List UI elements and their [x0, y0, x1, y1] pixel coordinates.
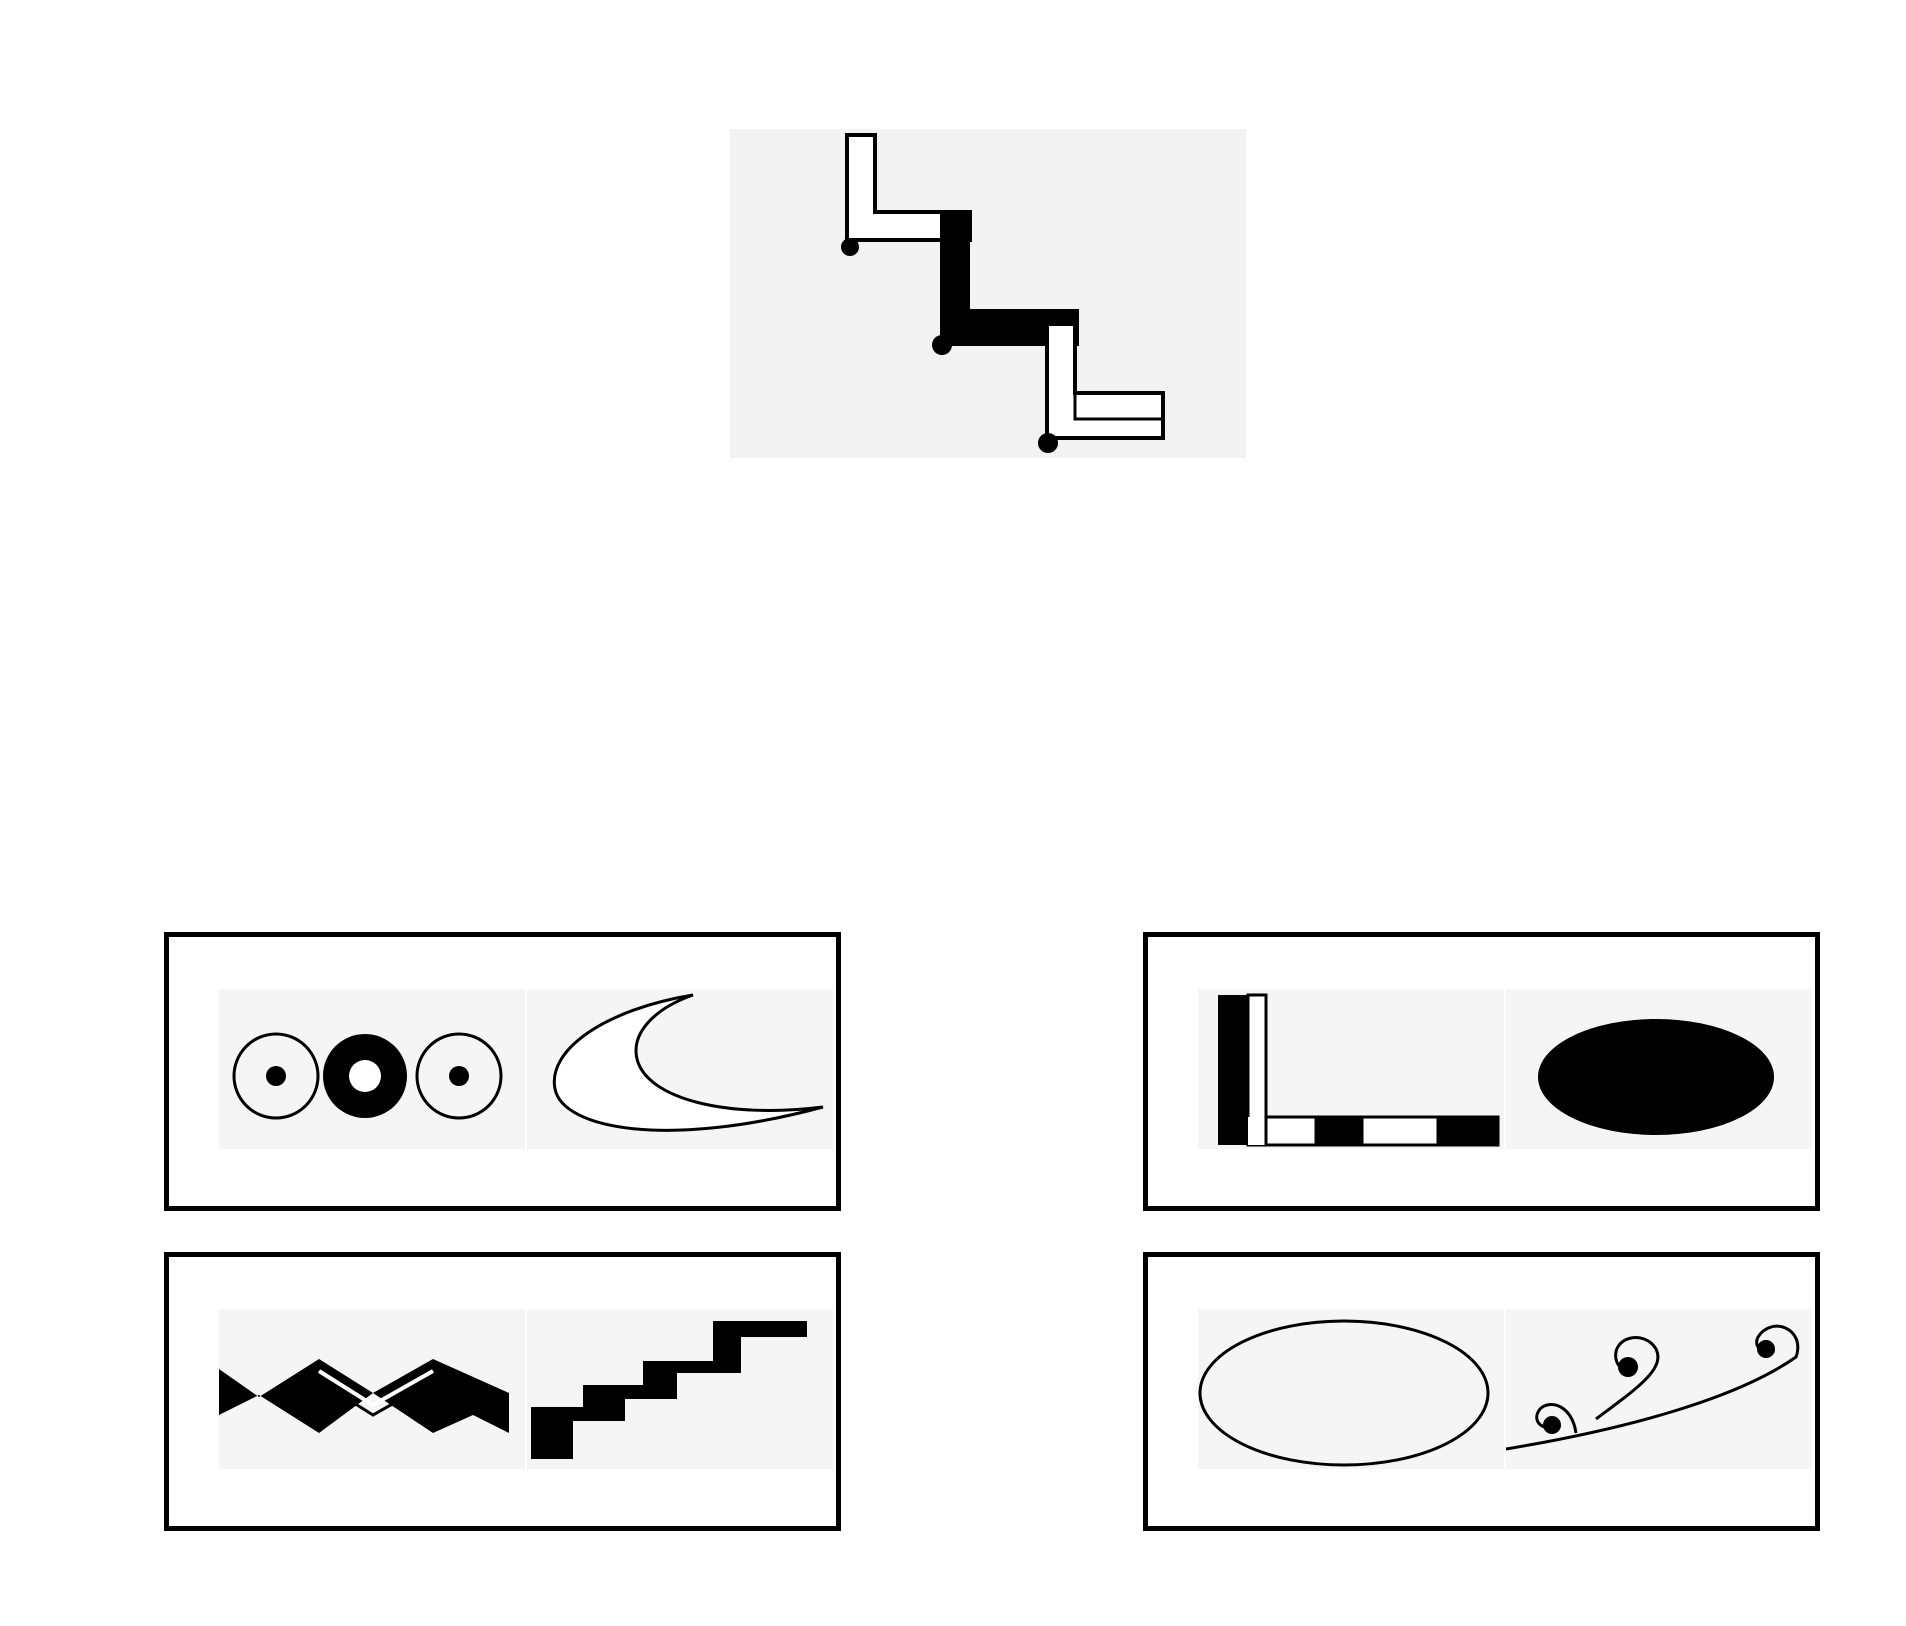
crescent-moon-icon — [552, 993, 824, 1132]
option-c-right-cell — [527, 1309, 833, 1469]
l-shape-checkered-icon — [1218, 993, 1500, 1147]
option-box-a[interactable] — [164, 932, 841, 1211]
option-b-right-cell — [1506, 989, 1812, 1149]
option-a-right-cell — [527, 989, 833, 1149]
zigzag-stair-outline-and-solid-icon — [841, 133, 1165, 453]
three-ring-circles-icon — [232, 1032, 503, 1120]
option-box-d[interactable] — [1143, 1252, 1820, 1531]
spiral-waves-icon — [1506, 1324, 1800, 1451]
option-box-b[interactable] — [1143, 932, 1820, 1211]
option-c-left-cell — [219, 1309, 525, 1469]
option-d-left-cell — [1198, 1309, 1504, 1469]
zigzag-band-icon — [219, 1359, 509, 1433]
question-figure — [730, 129, 1246, 458]
outline-ellipse-icon — [1198, 1319, 1490, 1467]
option-box-c[interactable] — [164, 1252, 841, 1531]
filled-ellipse-icon — [1538, 1019, 1774, 1135]
option-b-left-cell — [1198, 989, 1504, 1149]
option-a-left-cell — [219, 989, 525, 1149]
option-d-right-cell — [1506, 1309, 1812, 1469]
staircase-icon — [531, 1321, 807, 1459]
